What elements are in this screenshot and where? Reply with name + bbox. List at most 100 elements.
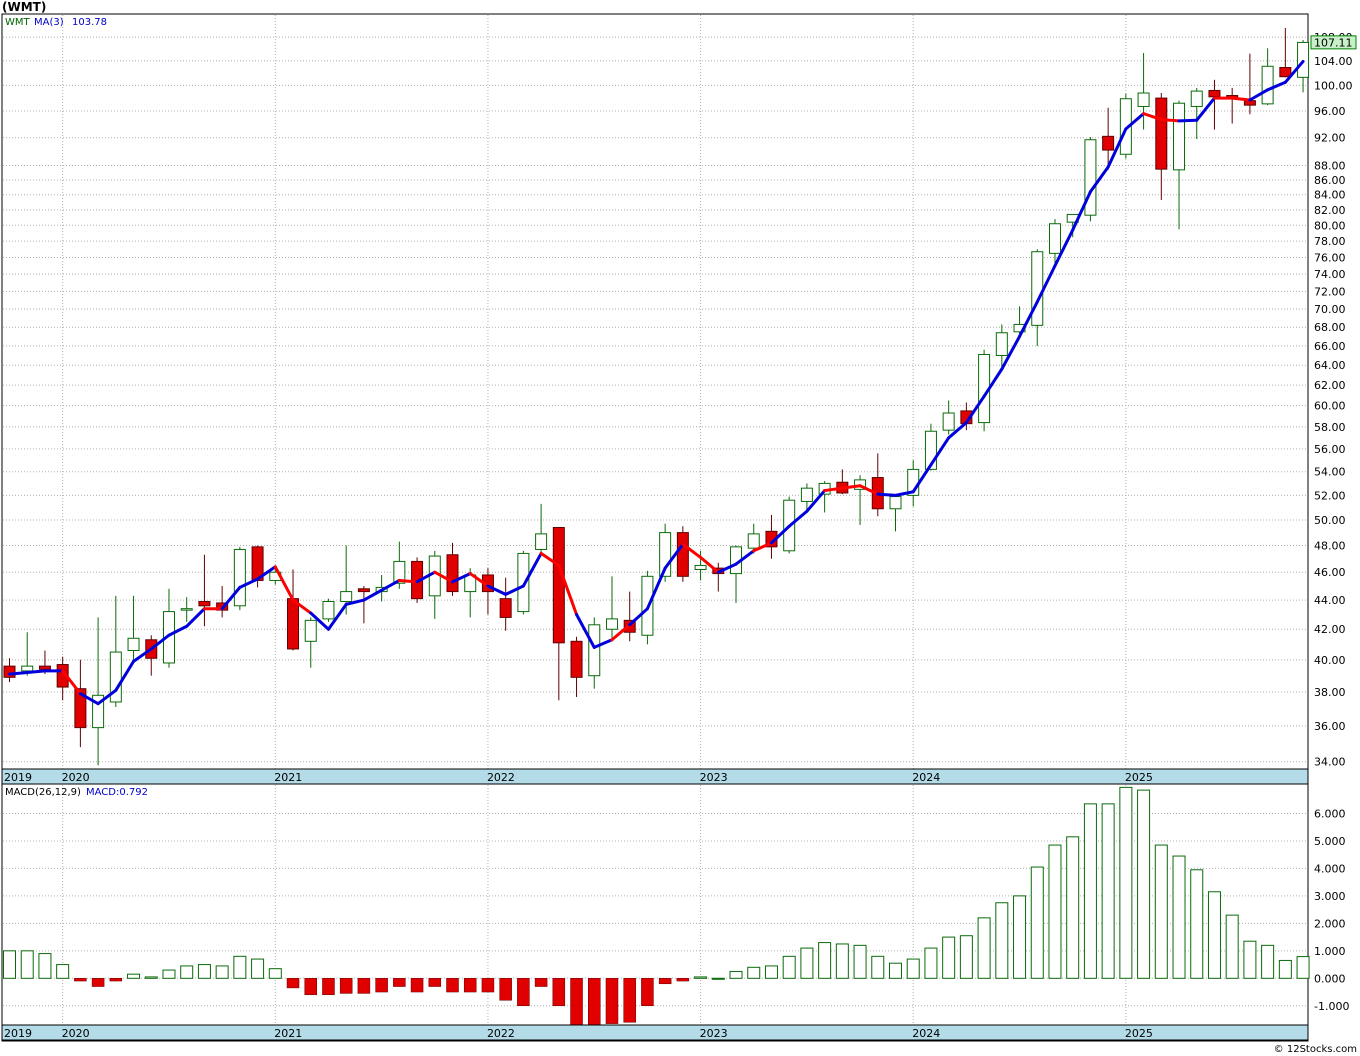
macd-tick-label: 4.000	[1314, 862, 1346, 875]
macd-bar	[694, 976, 708, 979]
macd-bar	[428, 978, 442, 987]
price-tick-label: 42.00	[1314, 623, 1346, 636]
macd-tick-label: 2.000	[1314, 917, 1346, 930]
macd-date-band	[1, 1024, 1309, 1041]
macd-bar	[304, 978, 317, 996]
ma-segment	[25, 669, 47, 674]
macd-bar	[357, 978, 371, 994]
macd-bar	[1296, 956, 1310, 979]
macd-bar	[747, 966, 761, 979]
candle-body	[322, 601, 335, 620]
macd-bar	[1243, 940, 1257, 979]
macd-bar	[1190, 869, 1204, 979]
candle	[1084, 137, 1097, 222]
macd-bar	[889, 962, 902, 979]
ma-segment	[185, 607, 206, 628]
candle	[162, 588, 175, 668]
ma-segment	[1106, 127, 1128, 169]
macd-bar	[588, 978, 601, 1026]
footer-credit: © 12Stocks.com	[1274, 1044, 1357, 1055]
candle-body	[109, 651, 122, 703]
ma-segment	[1159, 118, 1181, 123]
ma-segment	[344, 598, 366, 606]
candle	[127, 595, 140, 662]
macd-bar	[729, 970, 743, 979]
macd-tick-label: -1.000	[1314, 1000, 1349, 1013]
price-date-label: 2024	[912, 771, 940, 784]
ma-segment	[291, 598, 313, 615]
candle-body	[605, 618, 618, 630]
candle-body	[1102, 135, 1115, 151]
macd-bar	[197, 964, 211, 979]
candle-body	[340, 591, 353, 603]
price-tick-label: 88.00	[1314, 160, 1346, 173]
ma-segment	[628, 607, 649, 627]
price-tick-label: 64.00	[1314, 359, 1346, 372]
ma-segment	[1124, 112, 1146, 131]
candle	[180, 597, 193, 622]
macd-bar	[3, 950, 16, 979]
ma-label: MA(3)	[34, 17, 64, 28]
candle-body	[3, 665, 16, 678]
ma-segment	[947, 421, 968, 440]
macd-tick-label: 6.000	[1314, 807, 1346, 820]
macd-bar	[641, 978, 654, 1007]
candle	[570, 636, 583, 697]
ma-segment	[699, 555, 720, 574]
ma-segment	[468, 572, 490, 588]
macd-bar	[623, 978, 636, 1023]
candle-body	[995, 332, 1008, 356]
ma-segment	[1035, 264, 1057, 304]
macd-bar	[1207, 891, 1221, 979]
price-date-label: 2020	[62, 771, 90, 784]
ma-segment	[681, 542, 703, 559]
macd-date-label: 2019	[4, 1027, 32, 1040]
ma-segment	[1283, 59, 1305, 84]
macd-date-label: 2023	[700, 1027, 728, 1040]
macd-bar	[127, 973, 141, 979]
macd-bar	[286, 978, 300, 989]
price-tick-label: 104.00	[1314, 55, 1353, 68]
ma-segment	[752, 541, 773, 553]
macd-bar	[818, 942, 832, 979]
ma-segment	[486, 584, 508, 596]
price-tick-label: 38.00	[1314, 686, 1346, 699]
macd-tick-label: 1.000	[1314, 945, 1346, 958]
candle-body	[1208, 89, 1221, 98]
price-tick-label: 72.00	[1314, 285, 1346, 298]
macd-bar	[1172, 855, 1186, 979]
candle-body	[162, 611, 175, 664]
last-price-value: 107.11	[1314, 36, 1353, 49]
candle	[1190, 87, 1203, 140]
macd-bar	[162, 969, 176, 979]
macd-bar	[322, 978, 335, 996]
ma-segment	[1000, 334, 1022, 371]
macd-indicator-label: MACD(26,12,9)	[5, 787, 81, 798]
ma-segment	[114, 659, 136, 692]
candle	[1102, 107, 1115, 170]
macd-bar	[871, 955, 885, 979]
candle	[942, 400, 955, 435]
macd-date-label: 2025	[1125, 1027, 1153, 1040]
macd-date-label: 2024	[912, 1027, 940, 1040]
moving-average-line	[8, 59, 1305, 706]
ma-segment	[362, 588, 384, 602]
price-tick-label: 62.00	[1314, 379, 1346, 392]
ma-segment	[238, 577, 260, 589]
ma-segment	[575, 612, 596, 649]
candle-body	[499, 598, 512, 618]
macd-bar	[959, 935, 973, 979]
macd-bar	[942, 936, 956, 979]
candle	[74, 659, 87, 748]
price-date-label: 2022	[487, 771, 515, 784]
macd-bar	[1225, 914, 1239, 979]
ma-segment	[1195, 96, 1216, 122]
candle-body	[1173, 102, 1186, 171]
candle-body	[694, 564, 707, 570]
price-date-label: 2023	[700, 771, 728, 784]
candle	[676, 526, 689, 582]
macd-bar	[517, 978, 530, 1007]
price-tick-label: 36.00	[1314, 720, 1346, 733]
macd-tick-label: 0.000	[1314, 972, 1346, 985]
candle-body	[535, 533, 548, 550]
